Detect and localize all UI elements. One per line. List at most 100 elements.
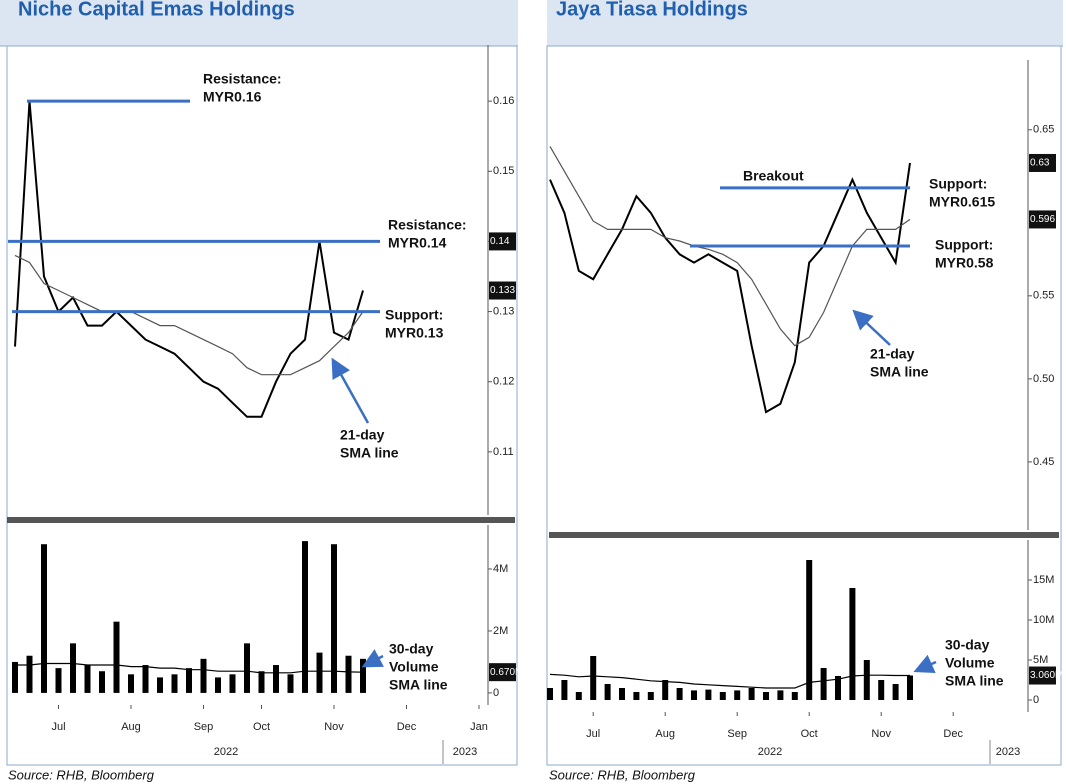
annotation: Volume [389, 659, 439, 675]
y-tick-label: 0.12 [493, 376, 514, 388]
right-separator [549, 532, 1059, 538]
highlight-box [489, 281, 516, 300]
volume-bar [171, 674, 178, 693]
highlight-box [489, 232, 516, 251]
volume-bar [619, 688, 625, 700]
annotation: Breakout [743, 168, 804, 184]
annotation: MYR0.615 [929, 194, 995, 210]
volume-bar [55, 668, 62, 693]
volume-bar [647, 692, 654, 700]
volume-bar [70, 643, 76, 693]
volume-bar [113, 621, 120, 693]
volume-bar [244, 643, 250, 693]
x-group-label: 2023 [453, 746, 477, 758]
annotation: 21-day [870, 346, 915, 362]
volume-bar [691, 690, 697, 700]
chart-title: Jaya Tiasa Holdings [556, 0, 748, 20]
annotation: Resistance: [203, 71, 282, 87]
volume-bar [633, 692, 640, 700]
y-tick-label: 5M [1033, 654, 1048, 666]
volume-bar [186, 668, 192, 693]
annotation: MYR0.14 [388, 235, 447, 251]
y-tick-label: 0.16 [493, 95, 514, 107]
highlight-label: 0.596 [1030, 214, 1055, 225]
sma-line [549, 146, 911, 347]
volume-bar [604, 684, 611, 700]
y-tick-label: 10M [1033, 614, 1054, 626]
volume-bar [12, 661, 18, 693]
y-tick-label: 0.50 [1033, 373, 1054, 385]
x-tick-label: Jul [51, 721, 65, 733]
volume-bar [273, 665, 279, 693]
y-tick-label: 0.15 [493, 165, 514, 177]
annotation: MYR0.58 [935, 255, 994, 271]
x-tick-label: Oct [253, 721, 270, 733]
highlight-label: 0.14 [490, 236, 510, 247]
x-tick-label: Sep [727, 728, 747, 740]
volume-bar [331, 544, 337, 693]
highlight-label: 0.133 [490, 285, 515, 296]
highlight-label: 0.670M [490, 667, 523, 678]
highlight-label: 0.63 [1030, 158, 1050, 169]
y-tick-label: 0.65 [1033, 124, 1054, 136]
annotation: Resistance: [388, 217, 467, 233]
y-tick-label: 4M [493, 563, 508, 575]
x-group-label: 2023 [996, 746, 1020, 758]
left-header [0, 0, 518, 46]
annotation: SMA line [870, 364, 929, 380]
annotation: Volume [945, 655, 995, 671]
annotation: 30-day [389, 641, 434, 657]
volume-bar [590, 656, 597, 700]
annotation-arrow [331, 357, 370, 424]
highlight-box [1029, 666, 1056, 685]
volume-bar [763, 692, 769, 700]
x-tick-label: Aug [655, 728, 675, 740]
highlight-label: 3.060M [1030, 670, 1063, 681]
annotation: SMA line [945, 673, 1004, 689]
x-group-label: 2022 [214, 746, 238, 758]
x-tick-label: Dec [943, 728, 963, 740]
x-tick-label: Nov [324, 721, 344, 733]
volume-bar [84, 665, 91, 693]
volume-bar [806, 560, 813, 700]
volume-bar [561, 680, 568, 700]
x-tick-label: Jul [586, 728, 600, 740]
annotation: MYR0.16 [203, 89, 262, 105]
annotation: Support: [929, 176, 987, 192]
x-tick-label: Aug [121, 721, 141, 733]
volume-bar [316, 652, 323, 693]
right-panel [546, 45, 1062, 766]
y-tick-label: 0 [493, 687, 499, 699]
volume-bar [302, 541, 308, 693]
y-tick-label: 0.13 [493, 305, 514, 317]
volume-bar [676, 688, 683, 700]
annotation: SMA line [340, 445, 399, 461]
chart-title: Niche Capital Emas Holdings [18, 0, 295, 20]
x-tick-label: Oct [801, 728, 818, 740]
volume-bar [142, 665, 149, 693]
x-tick-label: Nov [871, 728, 891, 740]
x-group-label: 2022 [758, 746, 782, 758]
volume-bar [892, 684, 899, 700]
volume-bar [863, 660, 870, 700]
x-tick-label: Sep [194, 721, 214, 733]
y-tick-label: 0.45 [1033, 456, 1054, 468]
highlight-box [1029, 210, 1056, 229]
volume-bar [791, 692, 798, 700]
y-tick-label: 0 [1033, 694, 1039, 706]
sma-line [14, 254, 364, 376]
volume-bar [878, 680, 885, 700]
volume-bar [705, 689, 712, 700]
volume-bar [849, 588, 856, 700]
right-header [547, 0, 1063, 46]
volume-bar [41, 544, 47, 693]
y-tick-label: 0.55 [1033, 290, 1054, 302]
volume-bar [835, 676, 841, 700]
y-tick-label: 0.11 [493, 446, 514, 458]
y-tick-label: 15M [1033, 574, 1054, 586]
annotation-arrow [361, 649, 384, 668]
left-separator [7, 517, 515, 523]
x-tick-label: Jan [470, 721, 488, 733]
annotation: 30-day [945, 637, 990, 653]
